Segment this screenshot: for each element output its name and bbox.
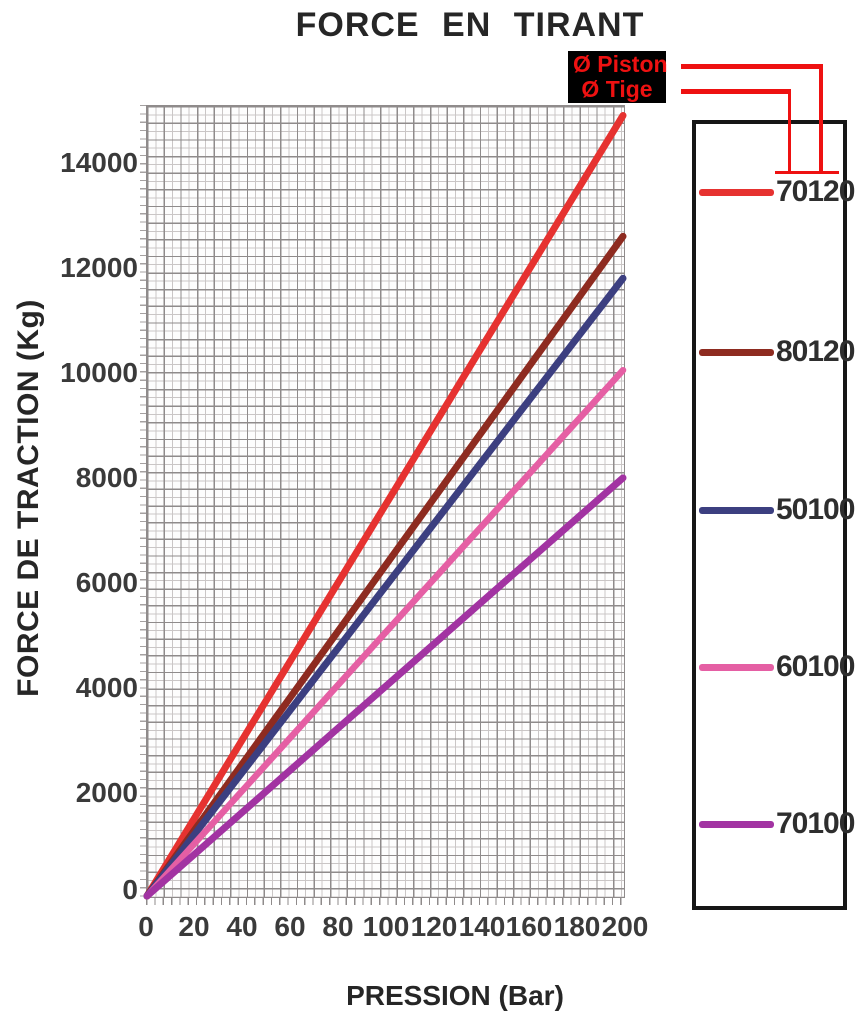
legend-swatch-70100 <box>699 820 774 828</box>
legend-box <box>692 120 847 910</box>
x-tick-100: 100 <box>362 911 410 942</box>
piston-connector-tbar <box>806 171 839 174</box>
legend-label-70120: 70120 <box>776 175 855 208</box>
x-tick-0: 0 <box>138 911 154 942</box>
series-line-60100 <box>143 366 627 900</box>
piston-connector-horizontal <box>681 64 823 69</box>
y-tick-12000: 12000 <box>60 252 138 283</box>
x-tick-120: 120 <box>410 911 458 942</box>
x-tick-80: 80 <box>322 911 354 942</box>
legend-item-50100: 50100 <box>699 490 855 530</box>
legend-item-80120: 80120 <box>699 332 855 372</box>
x-tick-40: 40 <box>226 911 258 942</box>
tige-connector-vertical <box>788 89 791 173</box>
tige-diameter-label: Ø Tige <box>581 76 653 102</box>
piston-connector-vertical <box>819 64 823 173</box>
series-line-70100 <box>143 474 627 900</box>
x-tick-200: 200 <box>601 911 649 942</box>
legend-item-70100: 70100 <box>699 804 855 844</box>
y-tick-2000: 2000 <box>75 777 138 808</box>
legend-label-80120: 80120 <box>776 335 855 368</box>
x-tick-180: 180 <box>553 911 601 942</box>
x-axis-title: PRESSION (Bar) <box>346 980 564 1011</box>
y-tick-10000: 10000 <box>60 357 138 388</box>
y-tick-6000: 6000 <box>75 567 138 598</box>
legend-item-60100: 60100 <box>699 647 855 687</box>
legend-swatch-60100 <box>699 663 774 671</box>
y-axis-title: FORCE DE TRACTION (Kg) <box>12 299 46 697</box>
x-tick-60: 60 <box>274 911 306 942</box>
chart-title: FORCE EN TIRANT <box>295 6 645 44</box>
diameter-annotation-box: Ø Piston Ø Tige <box>568 51 668 103</box>
legend-label-70100: 70100 <box>776 807 855 840</box>
y-tick-4000: 4000 <box>75 672 138 703</box>
legend-swatch-70120 <box>699 188 774 196</box>
legend-swatch-80120 <box>699 348 774 356</box>
tige-connector-tbar <box>775 171 806 174</box>
x-tick-160: 160 <box>505 911 553 942</box>
y-tick-8000: 8000 <box>75 462 138 493</box>
legend-label-60100: 60100 <box>776 650 855 683</box>
series-line-70120 <box>143 112 627 900</box>
legend-item-70120: 70120 <box>699 172 855 212</box>
legend-label-50100: 50100 <box>776 493 855 526</box>
series-line-50100 <box>143 274 627 900</box>
piston-diameter-label: Ø Piston <box>573 51 668 77</box>
tige-connector-horizontal <box>681 89 791 94</box>
y-tick-14000: 14000 <box>60 147 138 178</box>
series-line-80120 <box>143 232 627 900</box>
x-tick-20: 20 <box>178 911 210 942</box>
y-tick-0: 0 <box>122 874 138 905</box>
x-axis-minor-ticks <box>146 898 628 905</box>
series-plot <box>143 112 627 900</box>
legend-swatch-50100 <box>699 506 774 514</box>
x-tick-140: 140 <box>458 911 506 942</box>
y-axis-title-container: FORCE DE TRACTION (Kg) <box>0 105 58 891</box>
y-axis-minor-ticks <box>140 105 146 898</box>
